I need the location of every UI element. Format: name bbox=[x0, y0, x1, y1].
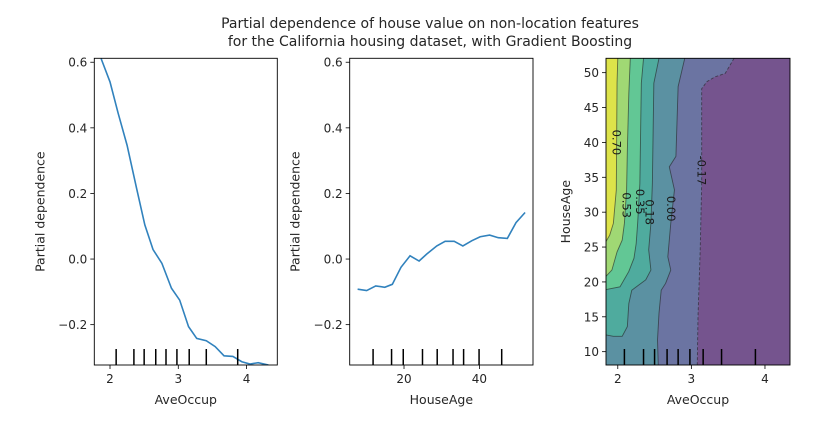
y-tick-label: 0.4 bbox=[324, 121, 343, 135]
x-tick-label: 2 bbox=[614, 372, 622, 386]
contour-line bbox=[606, 58, 619, 242]
x-axis-label: HouseAge bbox=[410, 392, 474, 407]
x-tick-label: 4 bbox=[243, 372, 251, 386]
contour-line bbox=[606, 58, 660, 337]
y-tick-label: 40 bbox=[584, 136, 599, 150]
contour-label: 0.70 bbox=[609, 130, 623, 156]
y-tick-label: 0.2 bbox=[68, 187, 87, 201]
x-tick-label: 3 bbox=[688, 372, 696, 386]
contour-label: 0.18 bbox=[642, 199, 656, 225]
figure-title-line-1: Partial dependence of house value on non… bbox=[221, 16, 639, 32]
y-tick-label: 50 bbox=[584, 66, 599, 80]
x-axis-label: AveOccup bbox=[155, 392, 217, 407]
y-tick-label: 0.0 bbox=[68, 253, 87, 267]
x-tick-label: 3 bbox=[174, 372, 182, 386]
axes-frame bbox=[349, 57, 534, 366]
contour-line bbox=[657, 58, 686, 366]
subplot-1: 2 3 4 −0.2 0.0 0.2 0.4 0.6 AveOccup Partial depen… bbox=[32, 56, 278, 407]
pd-line bbox=[357, 211, 526, 292]
y-tick-label: 20 bbox=[584, 275, 599, 289]
y-tick-label: 0.4 bbox=[68, 121, 87, 135]
y-tick-label: 0.6 bbox=[324, 56, 343, 70]
y-tick-label: −0.2 bbox=[58, 318, 87, 332]
contour-line bbox=[606, 58, 644, 291]
contour-label: -0.17 bbox=[695, 155, 709, 185]
y-axis-label: HouseAge bbox=[558, 180, 573, 244]
y-tick-label: 0.0 bbox=[324, 253, 343, 267]
contour-label: 0.53 bbox=[620, 192, 634, 218]
x-tick-label: 2 bbox=[106, 372, 114, 386]
y-tick-label: 30 bbox=[584, 206, 599, 220]
y-tick-label: 25 bbox=[584, 241, 599, 255]
y-tick-label: −0.2 bbox=[314, 318, 343, 332]
x-tick-label: 20 bbox=[396, 372, 411, 386]
y-tick-label: 15 bbox=[584, 310, 599, 324]
axes-frame bbox=[93, 57, 278, 366]
x-tick-label: 4 bbox=[761, 372, 769, 386]
contour-line bbox=[696, 58, 735, 366]
y-tick-label: 0.6 bbox=[68, 56, 87, 70]
subplot-2: 20 40 −0.2 0.0 0.2 0.4 0.6 HouseAge Partial depe… bbox=[288, 56, 534, 407]
contour-fill-region bbox=[606, 58, 618, 242]
y-tick-label: 35 bbox=[584, 171, 599, 185]
axes-frame bbox=[605, 57, 791, 366]
y-axis-label: Partial dependence bbox=[32, 151, 47, 272]
contour-label: 0.35 bbox=[633, 189, 647, 215]
y-tick-label: 45 bbox=[584, 101, 599, 115]
contour-label: 0.00 bbox=[664, 196, 678, 222]
y-tick-label: 10 bbox=[584, 345, 599, 359]
y-axis-label: Partial dependence bbox=[288, 151, 303, 272]
x-axis-label: AveOccup bbox=[667, 392, 729, 407]
y-tick-label: 0.2 bbox=[324, 187, 343, 201]
figure-title-line-2: for the California housing dataset, with… bbox=[228, 34, 632, 50]
subplot-3: -0.17 0.00 0.180.350.53 0.70 2 3 4 10 15 20 25 30 35… bbox=[558, 57, 791, 407]
x-tick-label: 40 bbox=[472, 372, 487, 386]
contour-line bbox=[606, 58, 631, 277]
pd-line bbox=[100, 58, 269, 366]
